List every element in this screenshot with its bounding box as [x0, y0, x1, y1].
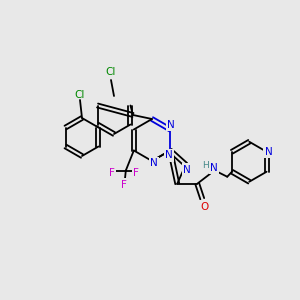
Text: H: H: [202, 161, 208, 170]
Text: Cl: Cl: [106, 67, 116, 77]
Text: F: F: [109, 169, 115, 178]
Text: N: N: [265, 147, 272, 157]
Text: N: N: [167, 119, 175, 130]
Text: O: O: [200, 202, 208, 212]
Text: Cl: Cl: [75, 90, 85, 100]
Text: N: N: [210, 163, 218, 173]
Text: F: F: [121, 179, 127, 190]
Text: N: N: [183, 165, 191, 175]
Text: N: N: [150, 158, 158, 168]
Text: N: N: [165, 151, 173, 160]
Text: F: F: [133, 169, 139, 178]
